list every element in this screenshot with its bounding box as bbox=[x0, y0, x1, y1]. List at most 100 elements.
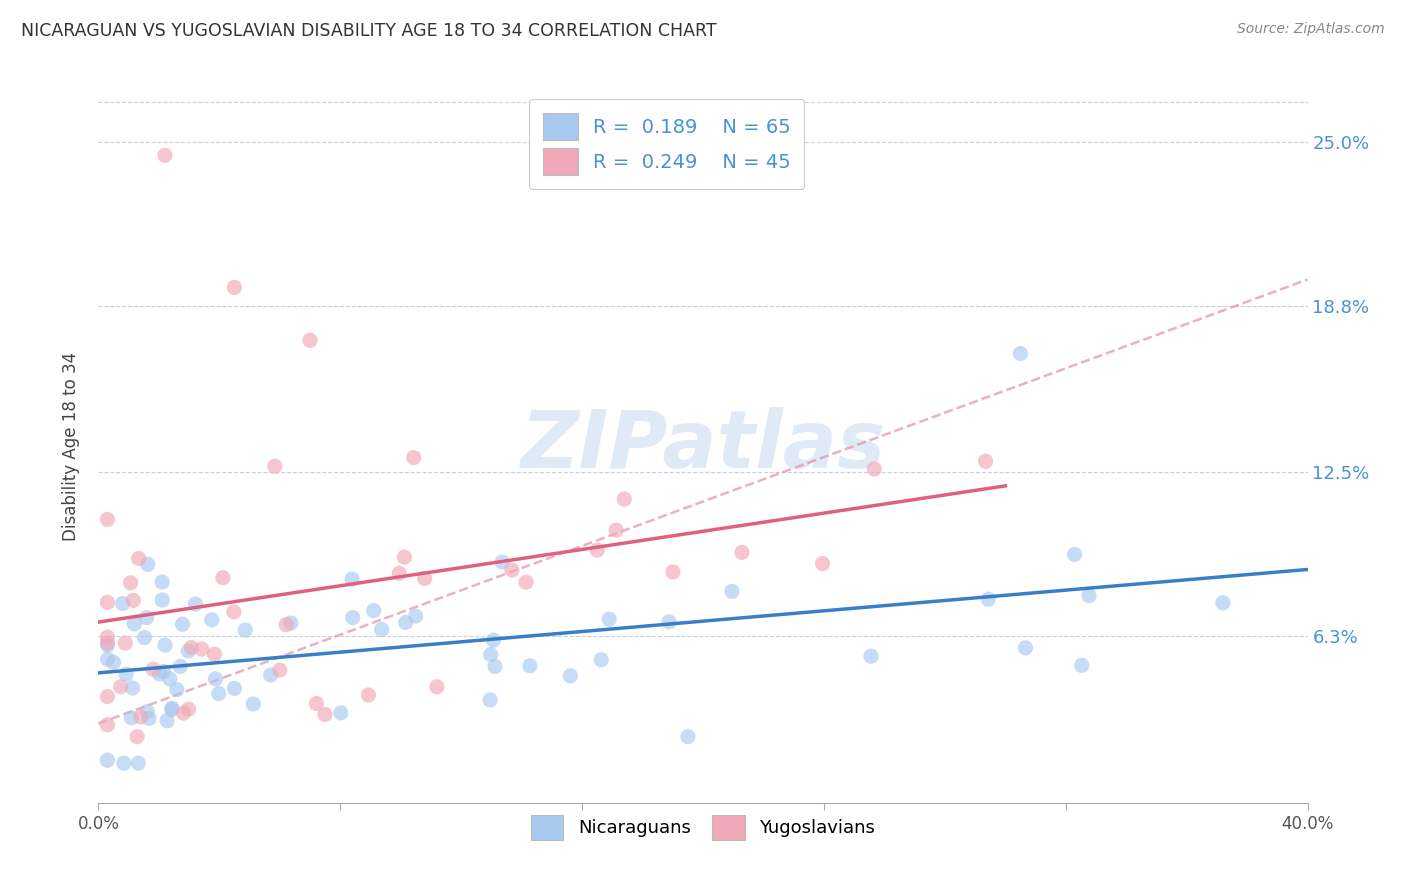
Point bbox=[177, 644, 200, 658]
Point bbox=[491, 555, 513, 569]
Point bbox=[173, 706, 195, 720]
Point bbox=[260, 668, 283, 682]
Point bbox=[1070, 658, 1092, 673]
Point bbox=[201, 613, 224, 627]
Point bbox=[166, 682, 188, 697]
Point bbox=[111, 597, 134, 611]
Point bbox=[342, 610, 364, 624]
Point bbox=[138, 711, 160, 725]
Point bbox=[482, 633, 505, 648]
Point bbox=[112, 756, 135, 771]
Point bbox=[242, 697, 264, 711]
Point bbox=[136, 705, 159, 719]
Point bbox=[127, 756, 149, 771]
Point bbox=[96, 636, 118, 650]
Point bbox=[135, 610, 157, 624]
Point bbox=[662, 565, 685, 579]
Point bbox=[208, 687, 231, 701]
Point bbox=[613, 491, 636, 506]
Point bbox=[121, 711, 143, 725]
Point bbox=[560, 669, 582, 683]
Point bbox=[269, 663, 291, 677]
Point bbox=[128, 551, 150, 566]
Point bbox=[129, 710, 152, 724]
Point bbox=[276, 617, 298, 632]
Point bbox=[1078, 589, 1101, 603]
Point bbox=[184, 597, 207, 611]
Point bbox=[974, 454, 997, 468]
Point bbox=[96, 638, 118, 652]
Point bbox=[479, 648, 502, 662]
Point bbox=[224, 681, 246, 696]
Point bbox=[605, 523, 627, 537]
Point bbox=[124, 616, 146, 631]
Point bbox=[152, 665, 174, 679]
Text: Source: ZipAtlas.com: Source: ZipAtlas.com bbox=[1237, 22, 1385, 37]
Point bbox=[204, 672, 226, 686]
Point bbox=[370, 623, 392, 637]
Point bbox=[172, 617, 194, 632]
Point bbox=[148, 666, 170, 681]
Point bbox=[519, 658, 541, 673]
Point bbox=[177, 702, 200, 716]
Point bbox=[263, 459, 285, 474]
Point bbox=[314, 707, 336, 722]
Point bbox=[586, 543, 609, 558]
Point bbox=[977, 592, 1000, 607]
Point bbox=[96, 690, 118, 704]
Point bbox=[479, 693, 502, 707]
Point bbox=[121, 681, 143, 695]
Point bbox=[413, 571, 436, 585]
Point bbox=[484, 659, 506, 673]
Point bbox=[811, 557, 834, 571]
Point bbox=[222, 605, 245, 619]
Point bbox=[153, 148, 176, 162]
Point bbox=[402, 450, 425, 465]
Point bbox=[159, 672, 181, 686]
Point bbox=[233, 623, 256, 637]
Point bbox=[731, 545, 754, 559]
Point bbox=[169, 659, 191, 673]
Point bbox=[591, 653, 613, 667]
Point bbox=[212, 571, 235, 585]
Point bbox=[160, 701, 183, 715]
Point bbox=[363, 604, 385, 618]
Point bbox=[1010, 346, 1032, 360]
Point bbox=[127, 730, 149, 744]
Point bbox=[96, 753, 118, 767]
Point bbox=[96, 512, 118, 526]
Point bbox=[863, 462, 886, 476]
Point bbox=[299, 333, 322, 347]
Point bbox=[180, 640, 202, 655]
Point bbox=[501, 563, 523, 577]
Point bbox=[122, 593, 145, 607]
Y-axis label: Disability Age 18 to 34: Disability Age 18 to 34 bbox=[62, 351, 80, 541]
Point bbox=[96, 630, 118, 644]
Point bbox=[388, 566, 411, 581]
Point bbox=[860, 649, 883, 664]
Point bbox=[1063, 548, 1085, 562]
Point bbox=[136, 558, 159, 572]
Point bbox=[280, 615, 302, 630]
Point bbox=[224, 280, 246, 294]
Point bbox=[1014, 640, 1036, 655]
Point bbox=[305, 697, 328, 711]
Point bbox=[153, 638, 176, 652]
Point bbox=[190, 642, 212, 657]
Point bbox=[150, 593, 173, 607]
Point bbox=[426, 680, 449, 694]
Point bbox=[204, 647, 226, 661]
Point bbox=[103, 656, 125, 670]
Point bbox=[340, 572, 363, 586]
Point bbox=[120, 575, 142, 590]
Text: NICARAGUAN VS YUGOSLAVIAN DISABILITY AGE 18 TO 34 CORRELATION CHART: NICARAGUAN VS YUGOSLAVIAN DISABILITY AGE… bbox=[21, 22, 717, 40]
Point bbox=[110, 680, 132, 694]
Point bbox=[395, 615, 418, 630]
Point bbox=[142, 662, 165, 676]
Point bbox=[114, 636, 136, 650]
Point bbox=[160, 702, 183, 716]
Point bbox=[357, 688, 380, 702]
Point bbox=[598, 612, 620, 626]
Point bbox=[329, 706, 352, 720]
Point bbox=[156, 714, 179, 728]
